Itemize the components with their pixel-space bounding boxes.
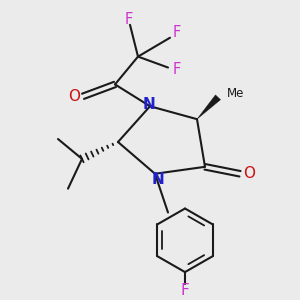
- Text: F: F: [173, 62, 181, 77]
- Text: O: O: [68, 89, 80, 104]
- Text: Me: Me: [227, 87, 244, 100]
- Text: N: N: [152, 172, 164, 187]
- Text: F: F: [173, 25, 181, 40]
- Text: O: O: [243, 166, 255, 181]
- Text: F: F: [125, 12, 133, 27]
- Polygon shape: [197, 95, 220, 119]
- Text: N: N: [142, 97, 155, 112]
- Text: F: F: [181, 284, 189, 298]
